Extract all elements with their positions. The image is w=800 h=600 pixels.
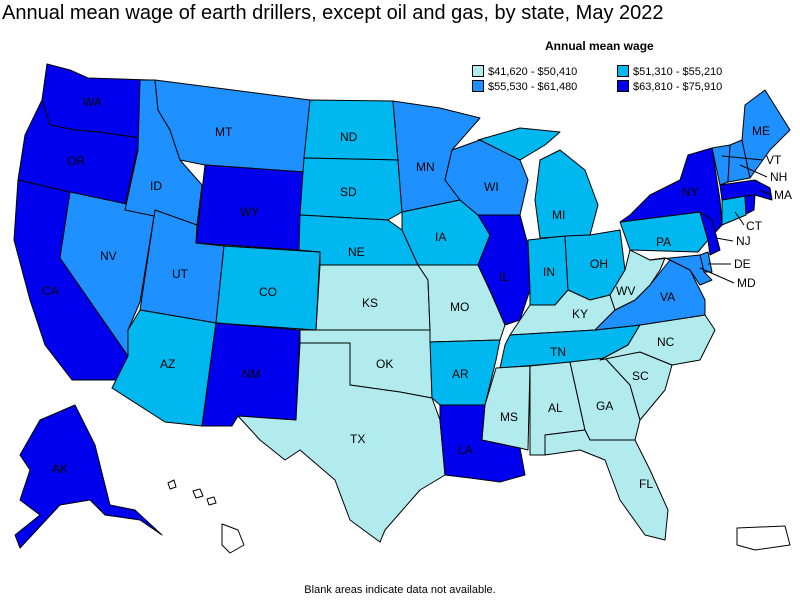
label-ME: ME	[752, 124, 770, 138]
label-TX: TX	[350, 432, 365, 446]
label-VT: VT	[766, 153, 782, 167]
label-MT: MT	[215, 125, 233, 139]
state-WV[interactable]	[609, 249, 666, 311]
hawaii-island-4	[221, 523, 245, 554]
leader-MA	[759, 189, 772, 196]
state-MA[interactable]	[719, 179, 773, 201]
label-WI: WI	[484, 180, 499, 194]
label-TN: TN	[550, 345, 566, 359]
label-WV: WV	[616, 284, 635, 298]
map-title: Annual mean wage of earth drillers, exce…	[2, 2, 664, 24]
puerto-rico	[736, 525, 791, 551]
label-KS: KS	[362, 296, 378, 310]
label-AK: AK	[52, 462, 68, 476]
label-PA: PA	[656, 235, 671, 249]
legend-swatch-2	[617, 65, 629, 77]
state-NC[interactable]	[599, 314, 716, 366]
label-WA: WA	[83, 95, 102, 109]
state-SD[interactable]	[299, 157, 403, 221]
footnote: Blank areas indicate data not available.	[304, 584, 496, 596]
state-CT[interactable]	[721, 195, 747, 226]
label-UT: UT	[172, 267, 189, 281]
label-NV: NV	[100, 249, 117, 263]
label-CT: CT	[746, 219, 763, 233]
leader-MD	[699, 267, 735, 284]
state-NY[interactable]	[619, 147, 723, 241]
state-IL[interactable]	[477, 214, 531, 326]
label-MI: MI	[552, 208, 565, 222]
label-IN: IN	[543, 265, 555, 279]
legend-item-3: $55,530 - $61,480	[472, 80, 577, 93]
label-AR: AR	[452, 367, 469, 381]
state-MI[interactable]	[477, 127, 599, 239]
label-AL: AL	[548, 401, 563, 415]
label-MD: MD	[737, 276, 756, 290]
label-NE: NE	[348, 245, 365, 259]
label-ND: ND	[340, 130, 358, 144]
label-MA: MA	[774, 188, 792, 202]
label-NJ: NJ	[736, 234, 751, 248]
label-OK: OK	[376, 357, 393, 371]
label-LA: LA	[458, 443, 473, 457]
label-DE: DE	[734, 257, 751, 271]
legend-swatch-1	[472, 65, 484, 77]
leader-VT	[721, 155, 764, 161]
legend-label-2: $51,310 - $55,210	[633, 66, 723, 78]
hawaii-island-2	[192, 488, 204, 499]
legend-item-4: $63,810 - $75,910	[617, 80, 722, 93]
hawaii-island-3	[206, 496, 217, 506]
legend-label-4: $63,810 - $75,910	[633, 81, 723, 93]
state-TX[interactable]	[237, 342, 446, 543]
label-SD: SD	[340, 185, 357, 199]
label-VA: VA	[660, 290, 675, 304]
label-NY: NY	[682, 185, 699, 199]
label-IA: IA	[435, 230, 446, 244]
state-NJ[interactable]	[699, 211, 721, 256]
label-MN: MN	[416, 160, 435, 174]
label-GA: GA	[596, 399, 613, 413]
hawaii-islands	[167, 479, 245, 554]
leader-NJ	[715, 237, 734, 242]
state-FL[interactable]	[544, 429, 669, 541]
label-IL: IL	[499, 270, 509, 284]
label-CO: CO	[259, 285, 277, 299]
label-AZ: AZ	[160, 357, 175, 371]
state-MD[interactable]	[649, 254, 713, 286]
hawaii-island-1	[167, 479, 177, 490]
label-MS: MS	[500, 410, 518, 424]
legend-label-1: $41,620 - $50,410	[488, 66, 578, 78]
state-labels: WA OR CA NV ID MT WY UT CO AZ NM ND SD N…	[42, 95, 792, 491]
label-OR: OR	[67, 154, 85, 168]
label-KY: KY	[572, 307, 588, 321]
state-ME[interactable]	[741, 89, 791, 179]
leader-NH	[739, 164, 768, 178]
legend-swatch-3	[472, 80, 484, 92]
label-FL: FL	[639, 477, 653, 491]
legend-swatch-4	[617, 80, 629, 92]
label-MO: MO	[450, 300, 469, 314]
legend-title: Annual mean wage	[545, 39, 654, 53]
state-AK[interactable]	[14, 404, 163, 549]
label-SC: SC	[632, 369, 649, 383]
label-CA: CA	[42, 284, 59, 298]
state-RI[interactable]	[744, 194, 756, 215]
label-NM: NM	[242, 367, 261, 381]
label-OH: OH	[590, 257, 608, 271]
leader-CT	[734, 211, 745, 226]
leader-lines	[699, 155, 772, 284]
label-NC: NC	[657, 335, 675, 349]
label-ID: ID	[150, 179, 162, 193]
legend-item-2: $51,310 - $55,210	[617, 65, 722, 78]
legend-label-3: $55,530 - $61,480	[488, 81, 578, 93]
legend-item-1: $41,620 - $50,410	[472, 65, 577, 78]
label-NH: NH	[770, 170, 787, 184]
label-WY: WY	[240, 205, 259, 219]
